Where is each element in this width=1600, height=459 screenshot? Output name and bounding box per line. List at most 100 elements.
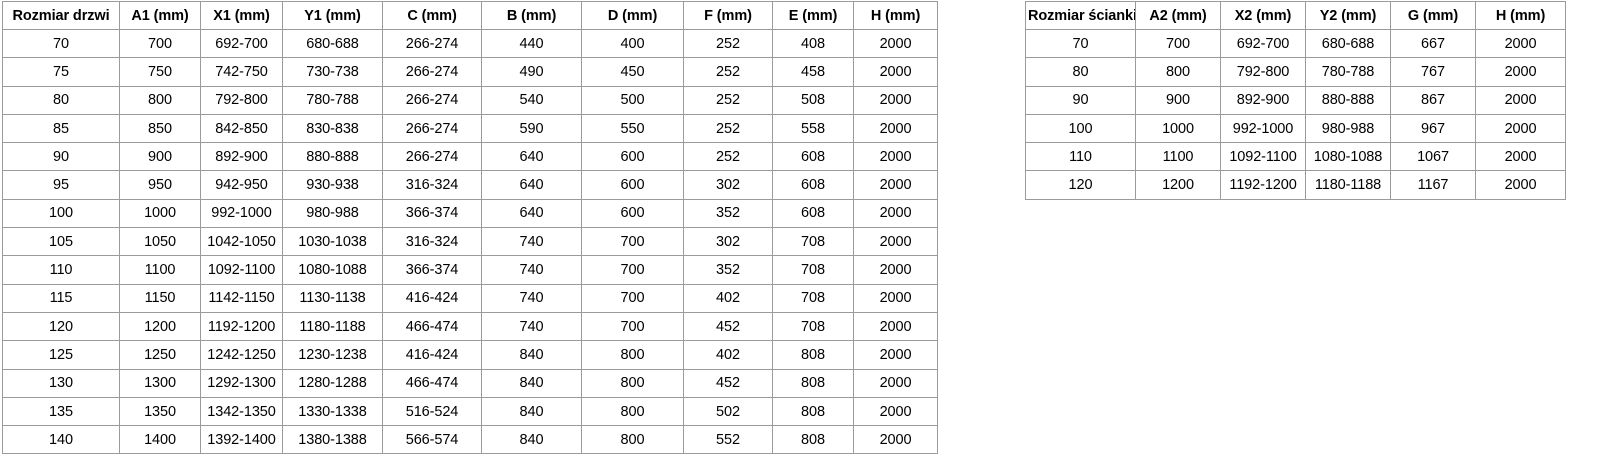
table-cell: 700	[581, 255, 684, 285]
table-cell: 600	[581, 142, 684, 172]
table-row: 115 1150 1142-1150 1130-1138 416-424 740 700 40…	[2, 283, 938, 313]
column-header-b: B (mm)	[481, 1, 582, 30]
table-cell: 680-688	[282, 28, 383, 59]
table-cell: 1030-1038	[282, 227, 383, 257]
table-cell: 1392-1400	[200, 425, 283, 455]
table-cell: 1380-1388	[282, 425, 383, 455]
table-cell: 1300	[119, 368, 201, 398]
table-cell: 558	[772, 113, 854, 144]
table-cell: 1192-1200	[1220, 170, 1306, 200]
table-cell: 302	[683, 227, 773, 257]
table-cell: 95	[2, 170, 120, 200]
table-cell: 266-274	[382, 57, 482, 87]
table-cell: 552	[683, 425, 773, 455]
table-cell: 2000	[1475, 142, 1566, 172]
table-cell: 600	[581, 198, 684, 229]
table-cell: 1042-1050	[200, 227, 283, 257]
table-cell: 540	[481, 85, 582, 115]
table-cell: 466-474	[382, 311, 482, 342]
table-cell: 416-424	[382, 283, 482, 313]
table-cell: 450	[581, 57, 684, 87]
table-cell: 125	[2, 340, 120, 370]
table-cell: 2000	[853, 283, 938, 313]
table-cell: 70	[1025, 28, 1136, 59]
table-cell: 266-274	[382, 142, 482, 172]
table-cell: 1000	[1135, 113, 1221, 144]
table-cell: 2000	[1475, 28, 1566, 59]
table-cell: 252	[683, 28, 773, 59]
table-cell: 100	[2, 198, 120, 229]
table-cell: 302	[683, 170, 773, 200]
table-cell: 640	[481, 142, 582, 172]
table-row: 120 1200 1192-1200 1180-1188 1167 2000	[1025, 170, 1566, 200]
table-cell: 800	[581, 368, 684, 398]
table-cell: 90	[2, 142, 120, 172]
table-cell: 1100	[1135, 142, 1221, 172]
table-cell: 800	[581, 425, 684, 455]
table-cell: 2000	[853, 425, 938, 455]
table-cell: 266-274	[382, 113, 482, 144]
table-cell: 1080-1088	[1305, 142, 1391, 172]
table-cell: 90	[1025, 85, 1136, 115]
table-cell: 1092-1100	[1220, 142, 1306, 172]
table-cell: 840	[481, 396, 582, 427]
table-cell: 680-688	[1305, 28, 1391, 59]
table-cell: 416-424	[382, 340, 482, 370]
column-header-a2: A2 (mm)	[1135, 1, 1221, 30]
table-cell: 100	[1025, 113, 1136, 144]
column-header-h: H (mm)	[853, 1, 938, 30]
table-cell: 402	[683, 340, 773, 370]
table-cell: 930-938	[282, 170, 383, 200]
table-cell: 70	[2, 28, 120, 59]
table-cell: 2000	[853, 85, 938, 115]
table-cell: 80	[2, 85, 120, 115]
table-cell: 992-1000	[1220, 113, 1306, 144]
table-cell: 808	[772, 368, 854, 398]
table-cell: 692-700	[1220, 28, 1306, 59]
table-cell: 980-988	[282, 198, 383, 229]
table-row: 110 1100 1092-1100 1080-1088 1067 2000	[1025, 142, 1566, 172]
table-cell: 708	[772, 227, 854, 257]
table-cell: 742-750	[200, 57, 283, 87]
table-cell: 800	[581, 396, 684, 427]
table-cell: 85	[2, 113, 120, 144]
table-cell: 800	[119, 85, 201, 115]
table-cell: 408	[772, 28, 854, 59]
walls-dimensions-table: Rozmiar ścianki A2 (mm) X2 (mm) Y2 (mm) …	[1025, 1, 1566, 200]
table-cell: 316-324	[382, 227, 482, 257]
table-cell: 252	[683, 142, 773, 172]
table-cell: 1200	[119, 311, 201, 342]
table-cell: 2000	[853, 396, 938, 427]
table-cell: 740	[481, 283, 582, 313]
table-row: 135 1350 1342-1350 1330-1338 516-524 840 800 50…	[2, 396, 938, 427]
table-row: 125 1250 1242-1250 1230-1238 416-424 840 800 40…	[2, 340, 938, 370]
table-cell: 266-274	[382, 28, 482, 59]
table-cell: 950	[119, 170, 201, 200]
table-cell: 640	[481, 198, 582, 229]
table-cell: 110	[2, 255, 120, 285]
table-row: 85 850 842-850 830-838 266-274 590 550 252 558 20…	[2, 113, 938, 144]
table-cell: 516-524	[382, 396, 482, 427]
table-row: 100 1000 992-1000 980-988 967 2000	[1025, 113, 1566, 144]
table-row: 95 950 942-950 930-938 316-324 640 600 302 608 20…	[2, 170, 938, 200]
table-cell: 502	[683, 396, 773, 427]
table-cell: 2000	[1475, 57, 1566, 87]
table-cell: 550	[581, 113, 684, 144]
table-header-row: Rozmiar drzwi A1 (mm) X1 (mm) Y1 (mm) C …	[2, 1, 938, 30]
table-cell: 266-274	[382, 85, 482, 115]
table-cell: 842-850	[200, 113, 283, 144]
table-cell: 708	[772, 283, 854, 313]
table-cell: 2000	[1475, 113, 1566, 144]
table-cell: 740	[481, 227, 582, 257]
table-cell: 2000	[853, 57, 938, 87]
table-cell: 692-700	[200, 28, 283, 59]
doors-dimensions-table-container: Rozmiar drzwi A1 (mm) X1 (mm) Y1 (mm) C …	[2, 1, 938, 455]
table-cell: 130	[2, 368, 120, 398]
table-cell: 316-324	[382, 170, 482, 200]
table-cell: 1167	[1390, 170, 1476, 200]
table-cell: 1230-1238	[282, 340, 383, 370]
table-cell: 252	[683, 113, 773, 144]
table-cell: 352	[683, 255, 773, 285]
table-row: 80 800 792-800 780-788 767 2000	[1025, 57, 1566, 87]
table-cell: 892-900	[1220, 85, 1306, 115]
